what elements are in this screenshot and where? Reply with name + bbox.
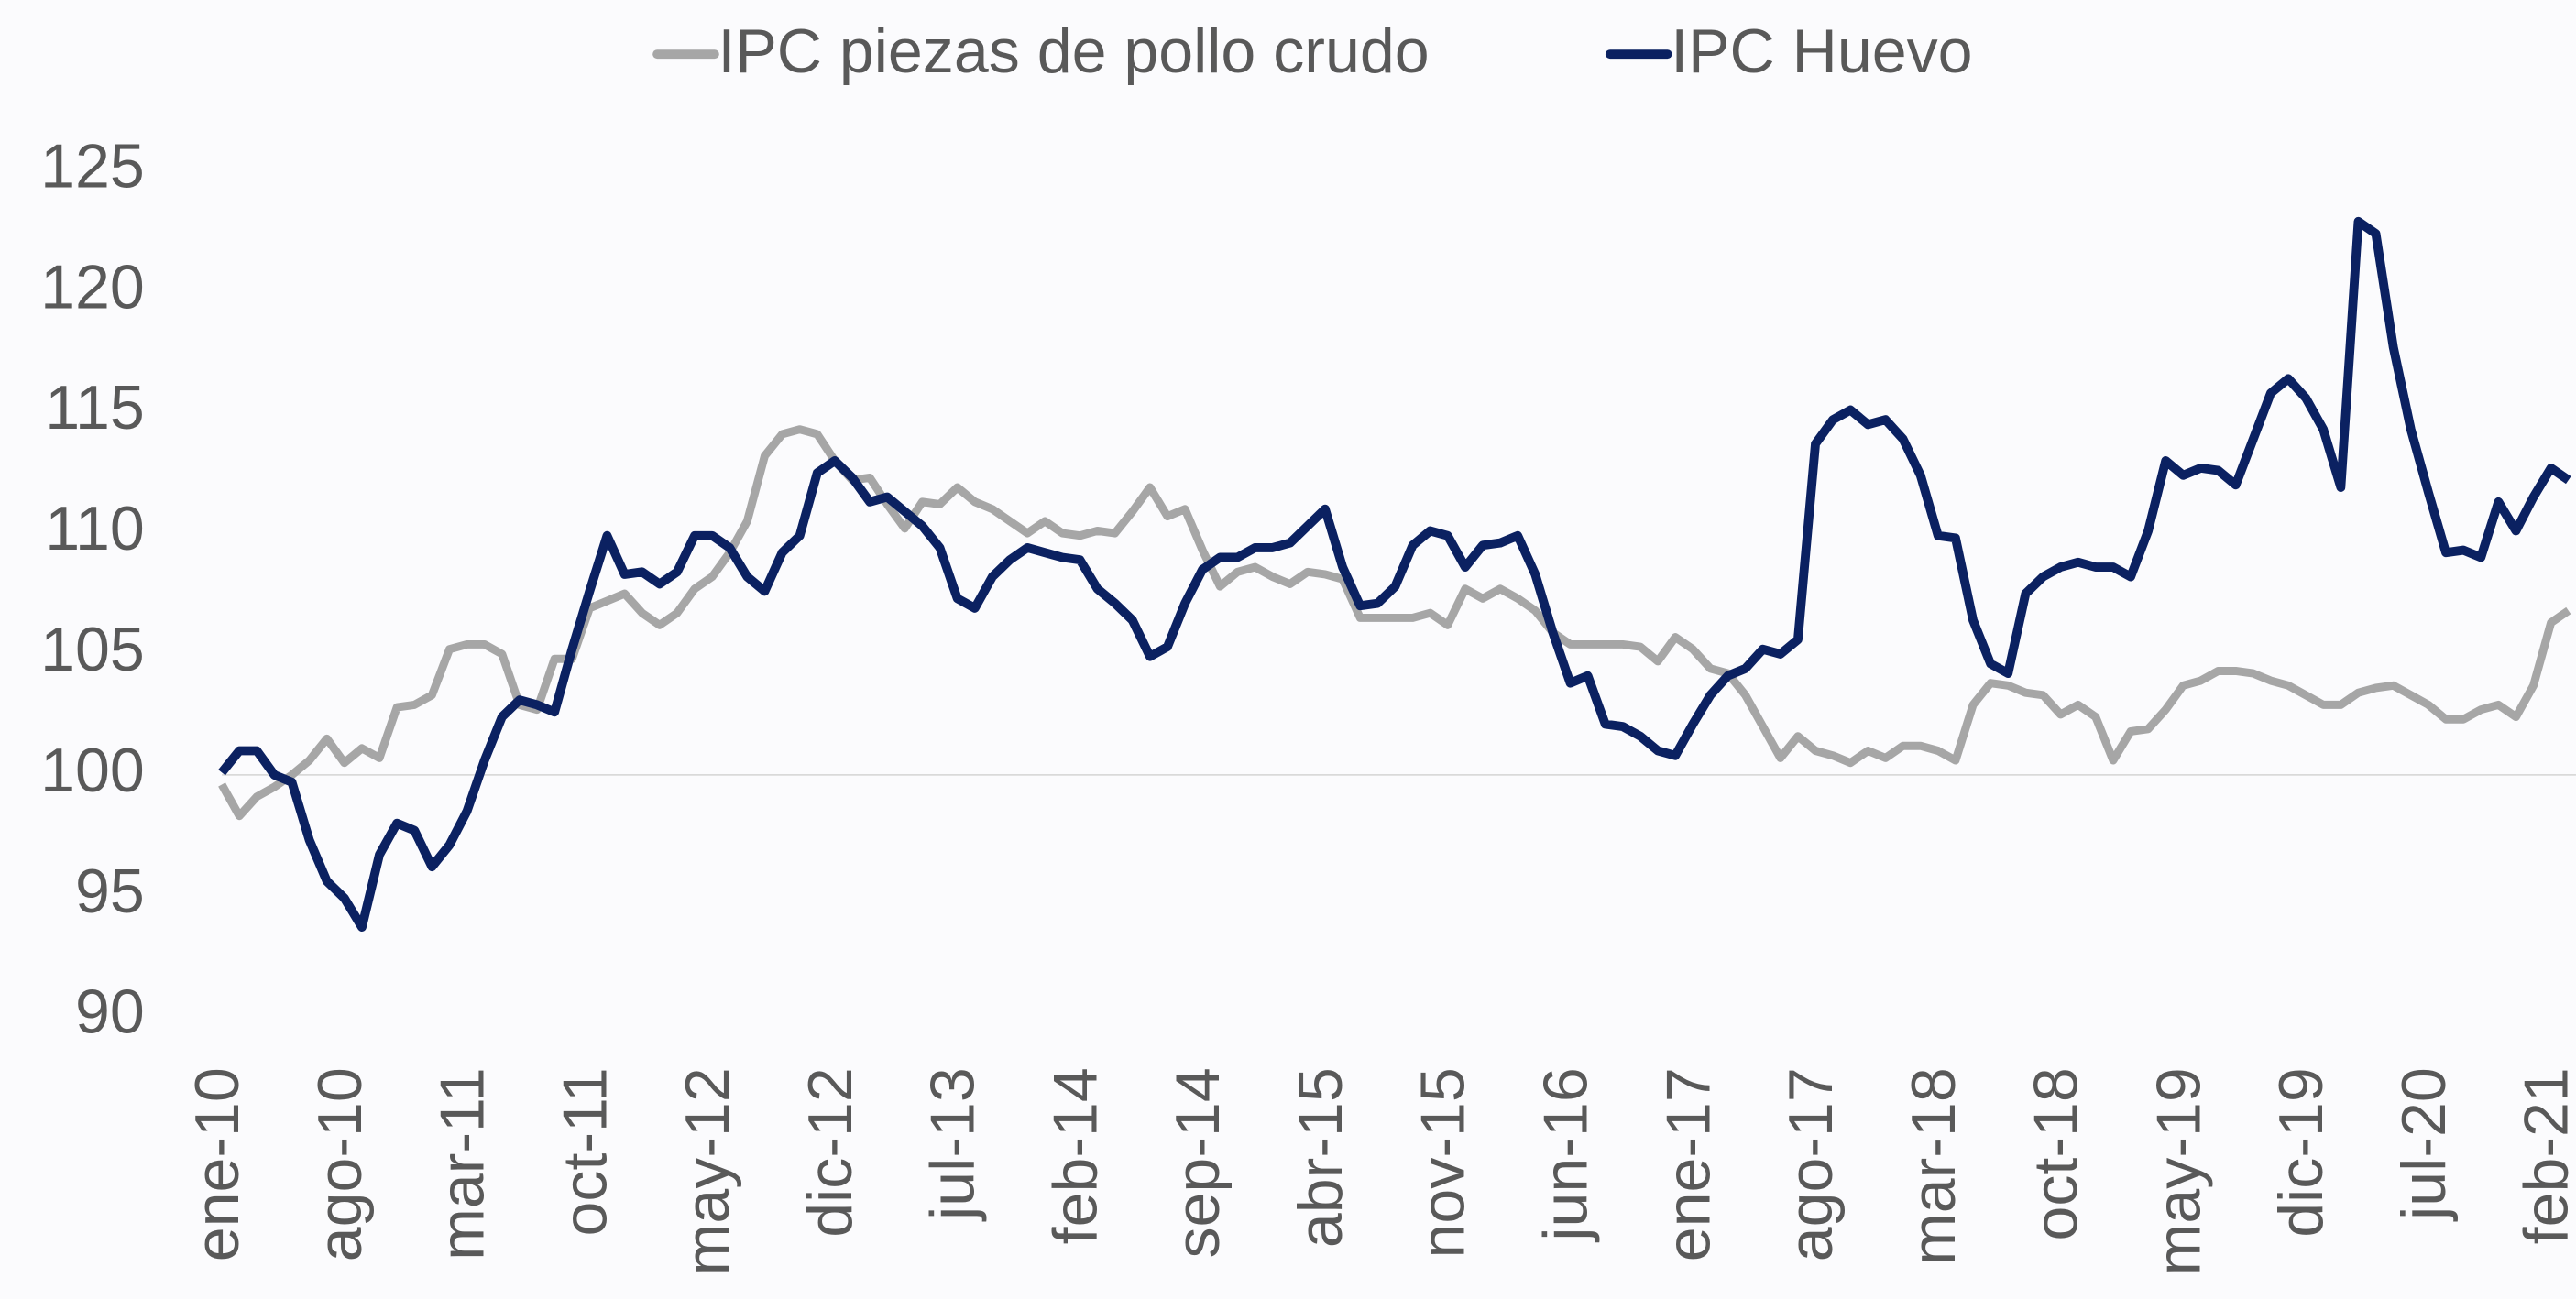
x-tick-label: jul-13 (918, 1067, 988, 1222)
x-tick-label: jun-16 (1531, 1067, 1601, 1242)
y-tick-label: 110 (45, 494, 145, 563)
line-series (218, 216, 2571, 932)
y-tick-label: 115 (45, 373, 145, 442)
y-tick-label: 90 (75, 977, 145, 1047)
legend-label: IPC Huevo (1671, 16, 1972, 86)
x-tick-label: mar-11 (428, 1067, 498, 1261)
x-tick-label: sep-14 (1163, 1067, 1233, 1258)
x-tick-label: abr-15 (1286, 1067, 1355, 1248)
x-tick-label: dic-12 (795, 1067, 865, 1238)
x-tick-label: dic-19 (2266, 1067, 2336, 1238)
x-tick-label: ago-17 (1776, 1067, 1846, 1261)
x-tick-label: oct-18 (2022, 1067, 2091, 1240)
x-tick-label: ene-10 (182, 1067, 252, 1261)
x-tick-label: oct-11 (550, 1067, 619, 1236)
y-tick-label: 95 (75, 857, 145, 926)
y-tick-label: 105 (40, 615, 145, 684)
x-tick-label: jul-20 (2389, 1067, 2459, 1222)
x-tick-label: nov-15 (1409, 1067, 1478, 1258)
x-tick-label: ago-10 (305, 1067, 375, 1261)
x-tick-label: may-19 (2143, 1067, 2213, 1275)
legend-label: IPC piezas de pollo crudo (718, 16, 1429, 86)
y-tick-label: 100 (40, 736, 145, 805)
x-tick-label: may-12 (673, 1067, 742, 1275)
line-series (218, 425, 2571, 821)
x-tick-label: ene-17 (1653, 1067, 1723, 1261)
y-tick-label: 125 (40, 131, 145, 201)
x-tick-label: feb-14 (1040, 1067, 1110, 1244)
x-tick-label: mar-18 (1899, 1067, 1968, 1265)
y-tick-label: 120 (40, 252, 145, 322)
x-tick-label: feb-21 (2512, 1067, 2576, 1244)
